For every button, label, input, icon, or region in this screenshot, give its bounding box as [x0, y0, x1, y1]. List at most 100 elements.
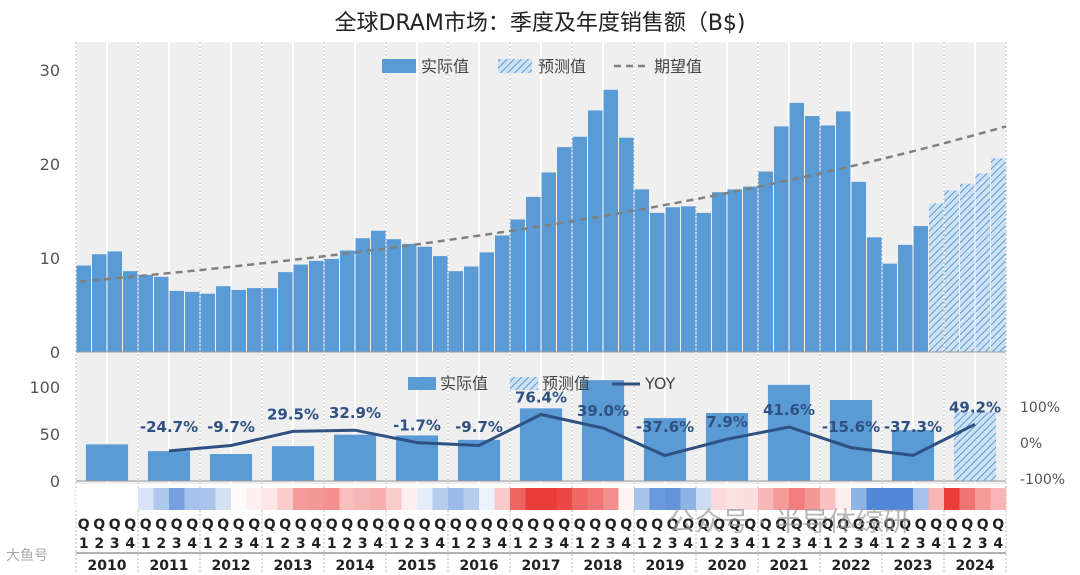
quarter-letter-label: Q	[558, 517, 570, 533]
heat-cell	[897, 488, 913, 510]
quarter-letter-label: Q	[527, 517, 539, 533]
quarter-letter-label: Q	[341, 517, 353, 533]
quarter-number-label: 3	[606, 536, 616, 552]
quarter-letter-label: Q	[295, 517, 307, 533]
quarter-letter-label: Q	[496, 517, 508, 533]
heat-cell	[727, 488, 743, 510]
heat-cell	[773, 488, 789, 510]
quarter-letter-label: Q	[930, 517, 942, 533]
actual-quarter-bar	[448, 271, 463, 352]
heat-cell	[649, 488, 665, 510]
top-y-tick: 10	[40, 249, 60, 268]
yoy-data-label: -24.7%	[140, 418, 198, 436]
year-band	[263, 42, 292, 484]
top-y-tick: 20	[40, 155, 60, 174]
quarter-number-label: 1	[513, 536, 523, 552]
actual-quarter-bar	[805, 116, 820, 352]
actual-quarter-bar	[898, 244, 913, 352]
actual-quarter-bar	[541, 172, 556, 352]
actual-quarter-bar	[681, 206, 696, 352]
quarter-number-label: 1	[823, 536, 833, 552]
quarter-number-label: 3	[916, 536, 926, 552]
quarter-number-label: 2	[962, 536, 972, 552]
actual-quarter-bar	[433, 256, 448, 352]
quarter-number-label: 2	[714, 536, 724, 552]
heat-cell	[277, 488, 293, 510]
heat-cell	[696, 488, 712, 510]
heat-cell	[448, 488, 464, 510]
heat-cell	[789, 488, 805, 510]
top-legend: 实际值 预测值 期望值	[382, 57, 702, 76]
quarter-letter-label: Q	[667, 517, 679, 533]
quarter-letter-label: Q	[248, 517, 260, 533]
actual-quarter-bar	[696, 212, 711, 352]
forecast-quarter-bar	[960, 183, 975, 352]
heat-cell	[742, 488, 758, 510]
bottom-y-tick-left: 0	[50, 472, 60, 491]
quarter-letter-label: Q	[713, 517, 725, 533]
quarter-number-label: 1	[699, 536, 709, 552]
quarter-number-label: 1	[885, 536, 895, 552]
actual-quarter-bar	[262, 288, 277, 352]
yoy-data-label: 49.2%	[949, 398, 1001, 416]
quarter-letter-label: Q	[264, 517, 276, 533]
quarter-letter-label: Q	[326, 517, 338, 533]
heat-cell	[851, 488, 867, 510]
quarter-letter-label: Q	[806, 517, 818, 533]
actual-quarter-bar	[820, 125, 835, 353]
quarter-number-label: 4	[683, 536, 693, 552]
actual-quarter-bar	[867, 237, 882, 352]
quarter-number-label: 4	[187, 536, 197, 552]
quarter-number-label: 1	[389, 536, 399, 552]
quarter-letter-label: Q	[837, 517, 849, 533]
heat-cell	[339, 488, 355, 510]
quarter-number-label: 1	[637, 536, 647, 552]
quarter-number-label: 1	[141, 536, 151, 552]
actual-quarter-bar	[851, 181, 866, 352]
heat-cell	[990, 488, 1006, 510]
quarter-number-label: 2	[528, 536, 538, 552]
quarter-number-label: 3	[420, 536, 430, 552]
heat-cell	[107, 488, 123, 510]
actual-quarter-bar	[712, 192, 727, 352]
quarter-letter-label: Q	[233, 517, 245, 533]
quarter-number-label: 2	[466, 536, 476, 552]
quarter-letter-label: Q	[868, 517, 880, 533]
actual-quarter-bar	[789, 102, 804, 353]
top-y-tick: 0	[50, 343, 60, 362]
heat-cell	[820, 488, 836, 510]
heat-cell	[122, 488, 138, 510]
annual-actual-bar	[829, 399, 873, 481]
watermark-right: 公众号 · 半导体综研	[668, 507, 910, 538]
actual-quarter-bar	[913, 226, 928, 352]
quarter-letter-label: Q	[574, 517, 586, 533]
heat-cell	[231, 488, 247, 510]
heat-cell	[587, 488, 603, 510]
annual-forecast-bar	[953, 412, 997, 481]
quarter-letter-label: Q	[465, 517, 477, 533]
actual-quarter-bar	[417, 246, 432, 352]
heat-cell	[928, 488, 944, 510]
legend-forecast-label: 预测值	[538, 57, 586, 76]
quarter-number-label: 3	[482, 536, 492, 552]
heat-cell	[665, 488, 681, 510]
quarter-letter-label: Q	[171, 517, 183, 533]
heat-cell	[975, 488, 991, 510]
actual-quarter-bar	[619, 137, 634, 352]
heat-cell	[246, 488, 262, 510]
quarter-number-label: 2	[900, 536, 910, 552]
actual-quarter-bar	[185, 291, 200, 352]
quarter-number-label: 4	[311, 536, 321, 552]
quarter-number-label: 1	[761, 536, 771, 552]
actual-quarter-bar	[107, 251, 122, 352]
quarter-number-label: 3	[172, 536, 182, 552]
annual-actual-bar	[333, 434, 377, 481]
actual-quarter-bar	[650, 212, 665, 352]
quarter-letter-label: Q	[388, 517, 400, 533]
quarter-number-label: 3	[296, 536, 306, 552]
quarter-number-label: 1	[79, 536, 89, 552]
actual-quarter-bar	[154, 276, 169, 352]
heat-cell	[479, 488, 495, 510]
heat-cell	[308, 488, 324, 510]
actual-quarter-bar	[402, 243, 417, 352]
